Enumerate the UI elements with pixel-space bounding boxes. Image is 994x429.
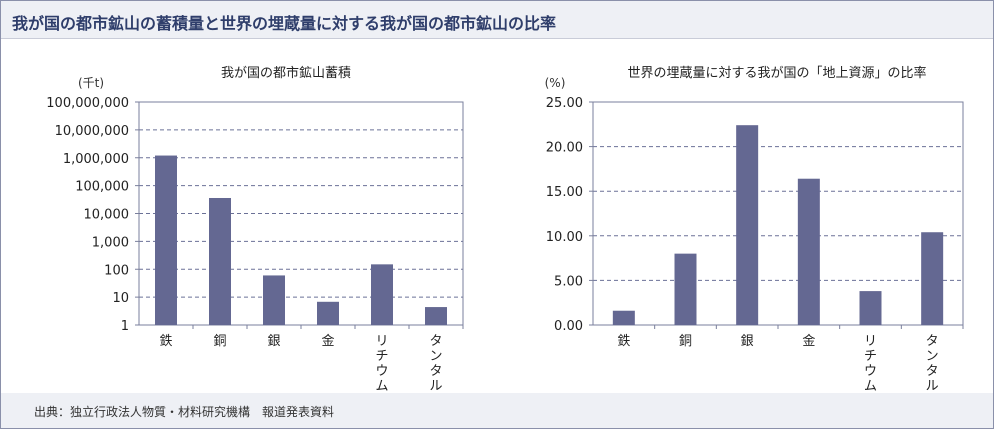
bar-stock-0 — [155, 155, 177, 325]
category-label: 銀 — [267, 334, 280, 349]
bar-ratio-2 — [736, 125, 759, 325]
category-label: タンタル — [926, 334, 939, 393]
chart-ratio-to-world-reserves: 世界の埋蔵量に対する我が国の「地上資源」の比率 (%) 0.00 5.00 10.00 1… — [545, 65, 964, 393]
bar-stock-1 — [209, 197, 231, 325]
bar-stock-5 — [425, 307, 447, 325]
y-tick-label: 10,000 — [84, 208, 130, 223]
bar-stock-4 — [371, 264, 393, 325]
bar-ratio-3 — [797, 178, 820, 325]
y-unit-label: (%) — [545, 76, 566, 90]
category-label: リチウム — [864, 334, 877, 393]
chart-title: 世界の埋蔵量に対する我が国の「地上資源」の比率 — [627, 65, 926, 81]
chart-urban-mine-stock: 我が国の都市鉱山蓄積 (千t) 1 10 100 1,000 10,000 100,000 1,… — [46, 65, 464, 393]
left-chart-panel: 我が国の都市鉱山蓄積 (千t) 1 10 100 1,000 10,000 100,000 1,… — [1, 39, 497, 393]
figure-title: 我が国の都市鉱山の蓄積量と世界の埋蔵量に対する我が国の都市鉱山の比率 — [12, 14, 557, 33]
y-unit-label: (千t) — [78, 76, 104, 90]
chart-title: 我が国の都市鉱山蓄積 — [221, 65, 351, 81]
bar-stock-2 — [263, 275, 285, 325]
category-label: 金 — [321, 333, 334, 349]
y-tick-label: 1,000,000 — [63, 152, 129, 167]
bar-stock-3 — [317, 301, 339, 325]
y-tick-label: 5.00 — [554, 274, 583, 289]
y-tick-label: 25.00 — [546, 96, 583, 111]
y-tick-label: 1,000 — [92, 235, 129, 250]
y-tick-label: 20.00 — [546, 141, 583, 156]
figure-header: 我が国の都市鉱山の蓄積量と世界の埋蔵量に対する我が国の都市鉱山の比率 — [1, 1, 993, 39]
category-label: 鉄 — [159, 334, 172, 349]
right-chart-panel: 世界の埋蔵量に対する我が国の「地上資源」の比率 (%) 0.00 5.00 10.00 1… — [497, 39, 993, 393]
bar-ratio-1 — [674, 253, 697, 325]
category-label: タンタル — [429, 334, 442, 393]
bar-ratio-5 — [921, 232, 944, 325]
y-tick-label: 1 — [121, 319, 129, 334]
category-label: 銅 — [679, 334, 692, 349]
y-tick-label: 0.00 — [554, 319, 583, 334]
bar-ratio-4 — [859, 291, 882, 325]
y-tick-label: 10.00 — [546, 230, 583, 245]
y-tick-label: 15.00 — [546, 185, 583, 200]
category-label: リチウム — [375, 334, 388, 393]
y-tick-label: 100,000 — [75, 180, 129, 195]
category-label: 鉄 — [617, 334, 630, 349]
category-label: 銅 — [213, 334, 226, 349]
y-tick-label: 100 — [104, 263, 129, 278]
category-label: 銀 — [741, 334, 754, 349]
y-tick-label: 10,000,000 — [55, 124, 129, 139]
plot-frame — [592, 101, 964, 326]
bar-ratio-0 — [612, 310, 635, 325]
source-note: 出典：独立行政法人物質・材料研究機構 報道発表資料 — [34, 405, 335, 419]
category-label: 金 — [802, 333, 815, 349]
y-tick-label: 10 — [112, 291, 129, 306]
y-tick-label: 100,000,000 — [46, 96, 129, 111]
